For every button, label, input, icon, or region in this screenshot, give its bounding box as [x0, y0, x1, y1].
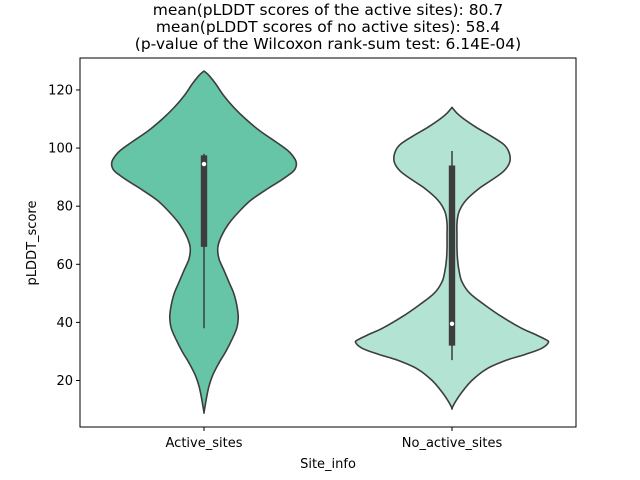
title-line-3: (p-value of the Wilcoxon rank-sum test: …	[135, 35, 521, 53]
y-axis: 20 40 60 80 100 120	[48, 83, 80, 389]
violin-median-marker	[449, 321, 455, 327]
plot-frame	[79, 57, 577, 428]
x-tick-label: Active_sites	[166, 436, 243, 451]
y-tick-label: 100	[48, 142, 73, 157]
violin-median-marker	[201, 161, 207, 167]
box-layer	[200, 150, 456, 361]
x-tick-label: No_active_sites	[402, 436, 503, 451]
x-axis: Active_sites No_active_sites	[166, 427, 503, 451]
y-tick-label: 120	[48, 83, 73, 98]
y-tick-label: 80	[56, 200, 73, 215]
title-line-2: mean(pLDDT scores of no active sites): 5…	[156, 18, 500, 36]
chart-title: mean(pLDDT scores of the active sites): …	[135, 1, 521, 53]
title-line-1: mean(pLDDT scores of the active sites): …	[153, 1, 503, 19]
violin-iqr-box	[448, 165, 456, 346]
y-tick-label: 60	[56, 258, 73, 273]
y-tick-label: 40	[56, 316, 73, 331]
y-tick-label: 20	[56, 374, 73, 389]
violins-layer	[110, 70, 550, 414]
violin-iqr-box	[200, 155, 208, 247]
x-axis-label: Site_info	[300, 457, 356, 472]
y-axis-label: pLDDT_score	[25, 201, 40, 286]
